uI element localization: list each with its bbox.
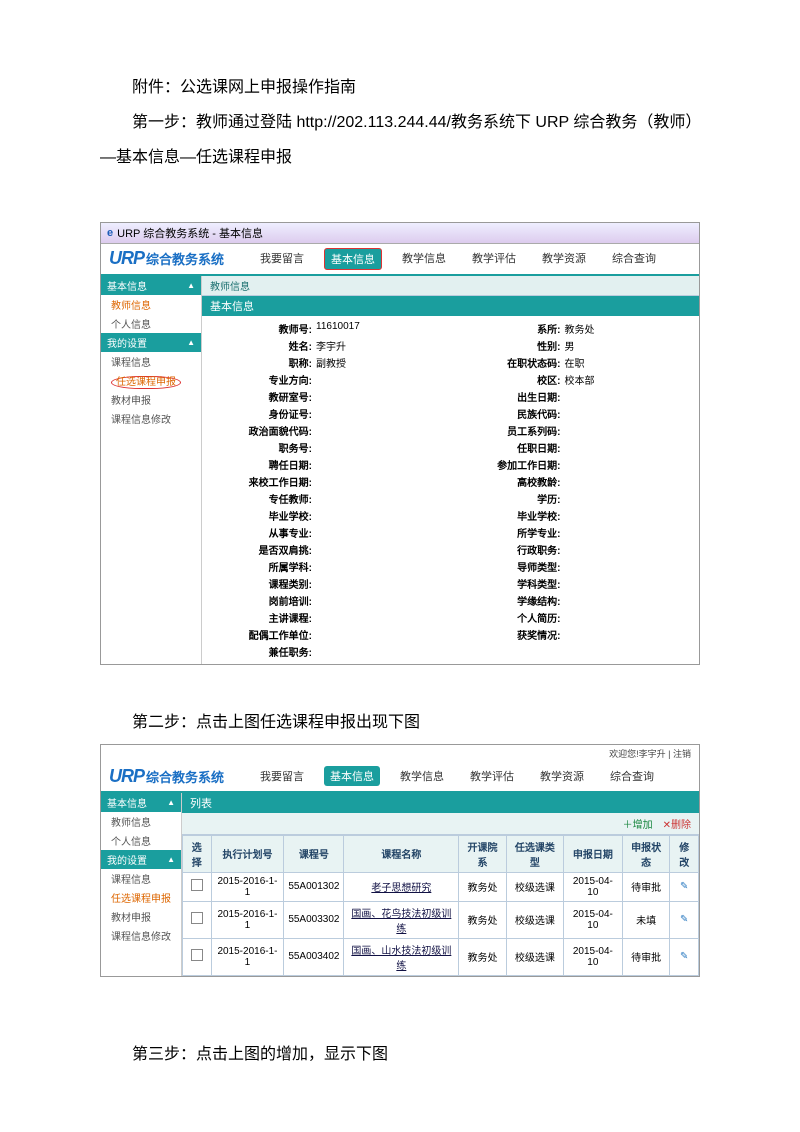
sidebar-cap-settings[interactable]: 我的设置▲ (101, 333, 201, 352)
nav-menu: 我要留言 基本信息 教学信息 教学评估 教学资源 综合查询 (254, 248, 662, 270)
content-header: 教师信息 (202, 276, 699, 296)
table-header: 选择 (183, 835, 212, 872)
table-header: 课程名称 (344, 835, 459, 872)
para-attachment: 附件：公选课网上申报操作指南 (100, 70, 700, 105)
sidebar-item-course-edit[interactable]: 课程信息修改 (101, 926, 181, 945)
nav-basicinfo[interactable]: 基本信息 (324, 766, 380, 786)
table-row: 2015-2016-1-155A003402国画、山水技法初级训练教务处校级选课… (183, 938, 699, 975)
nav-resource[interactable]: 教学资源 (536, 248, 592, 270)
nav-eval[interactable]: 教学评估 (466, 248, 522, 270)
table-header: 任选课类型 (506, 835, 563, 872)
delete-button[interactable]: ✕删除 (663, 816, 691, 831)
sidebar-item-textbook[interactable]: 教材申报 (101, 390, 201, 409)
para-step1: 第一步：教师通过登陆 http://202.113.244.44/教务系统下 U… (100, 105, 700, 175)
add-button[interactable]: ＋增加 (623, 816, 653, 831)
nav-basicinfo[interactable]: 基本信息 (324, 248, 382, 270)
nav-resource[interactable]: 教学资源 (534, 766, 590, 786)
brand-cn: 综合教务系统 (146, 767, 224, 786)
brand-en: URP (109, 766, 144, 787)
sidebar-cap-settings[interactable]: 我的设置▲ (101, 850, 181, 869)
table-row: 2015-2016-1-155A003302国画、花鸟技法初级训练教务处校级选课… (183, 901, 699, 938)
sidebar-item-textbook[interactable]: 教材申报 (101, 907, 181, 926)
brand-en: URP (109, 248, 144, 269)
table-header: 执行计划号 (211, 835, 284, 872)
window-title: URP 综合教务系统 - 基本信息 (117, 225, 263, 241)
kv-grid: 教师号:11610017系所:教务处姓名:李宇升性别:男职称:副教授在职状态码:… (202, 316, 699, 664)
sidebar: 基本信息▲ 教师信息 个人信息 我的设置▲ 课程信息 任选课程申报 教材申报 课… (101, 793, 182, 976)
table-header: 申报日期 (563, 835, 622, 872)
sidebar-item-elective-apply[interactable]: 任选课程申报 (101, 888, 181, 907)
nav-menu: 我要留言 基本信息 教学信息 教学评估 教学资源 综合查询 (254, 766, 660, 786)
screenshot-2: 欢迎您!李宇升 | 注销 URP 综合教务系统 我要留言 基本信息 教学信息 教… (100, 744, 700, 977)
table-header: 课程号 (284, 835, 344, 872)
sidebar-item-course-edit[interactable]: 课程信息修改 (101, 409, 201, 428)
table-header: 申报状态 (622, 835, 670, 872)
nav-eval[interactable]: 教学评估 (464, 766, 520, 786)
sidebar-item-courseinfo[interactable]: 课程信息 (101, 352, 201, 371)
row-checkbox[interactable] (191, 879, 203, 891)
chevron-up-icon: ▲ (187, 338, 195, 347)
nav-query[interactable]: 综合查询 (604, 766, 660, 786)
table-header: 修改 (670, 835, 699, 872)
sidebar-cap-basic[interactable]: 基本信息▲ (101, 793, 181, 812)
sidebar-cap-basic[interactable]: 基本信息▲ (101, 276, 201, 295)
sidebar-item-teacherinfo[interactable]: 教师信息 (101, 295, 201, 314)
screenshot-1: e URP 综合教务系统 - 基本信息 URP 综合教务系统 我要留言 基本信息… (100, 222, 700, 665)
para-step3: 第三步：点击上图的增加，显示下图 (100, 1037, 700, 1072)
teal-header: 基本信息 (202, 296, 699, 316)
row-checkbox[interactable] (191, 912, 203, 924)
table-row: 2015-2016-1-155A001302老子思想研究教务处校级选课2015-… (183, 872, 699, 901)
edit-icon[interactable]: ✎ (680, 914, 688, 925)
welcome-text: 欢迎您!李宇升 | 注销 (101, 745, 699, 762)
table-header: 开课院系 (459, 835, 507, 872)
nav-messages[interactable]: 我要留言 (254, 766, 310, 786)
list-header: 列表 (182, 793, 699, 813)
sidebar-item-personal[interactable]: 个人信息 (101, 831, 181, 850)
para-step2: 第二步：点击上图任选课程申报出现下图 (100, 705, 700, 740)
nav-teaching[interactable]: 教学信息 (396, 248, 452, 270)
sidebar-item-elective-apply[interactable]: 任选课程申报 (101, 371, 201, 390)
ie-icon: e (107, 227, 113, 239)
nav-teaching[interactable]: 教学信息 (394, 766, 450, 786)
nav-query[interactable]: 综合查询 (606, 248, 662, 270)
brand-cn: 综合教务系统 (146, 249, 224, 268)
course-table: 选择执行计划号课程号课程名称开课院系任选课类型申报日期申报状态修改 2015-2… (182, 835, 699, 976)
sidebar-item-personal[interactable]: 个人信息 (101, 314, 201, 333)
sidebar-item-courseinfo[interactable]: 课程信息 (101, 869, 181, 888)
row-checkbox[interactable] (191, 949, 203, 961)
chevron-up-icon: ▲ (187, 281, 195, 290)
nav-messages[interactable]: 我要留言 (254, 248, 310, 270)
edit-icon[interactable]: ✎ (680, 951, 688, 962)
window-titlebar: e URP 综合教务系统 - 基本信息 (101, 223, 699, 244)
sidebar: 基本信息▲ 教师信息 个人信息 我的设置▲ 课程信息 任选课程申报 教材申报 课… (101, 276, 202, 664)
edit-icon[interactable]: ✎ (680, 881, 688, 892)
sidebar-item-teacherinfo[interactable]: 教师信息 (101, 812, 181, 831)
